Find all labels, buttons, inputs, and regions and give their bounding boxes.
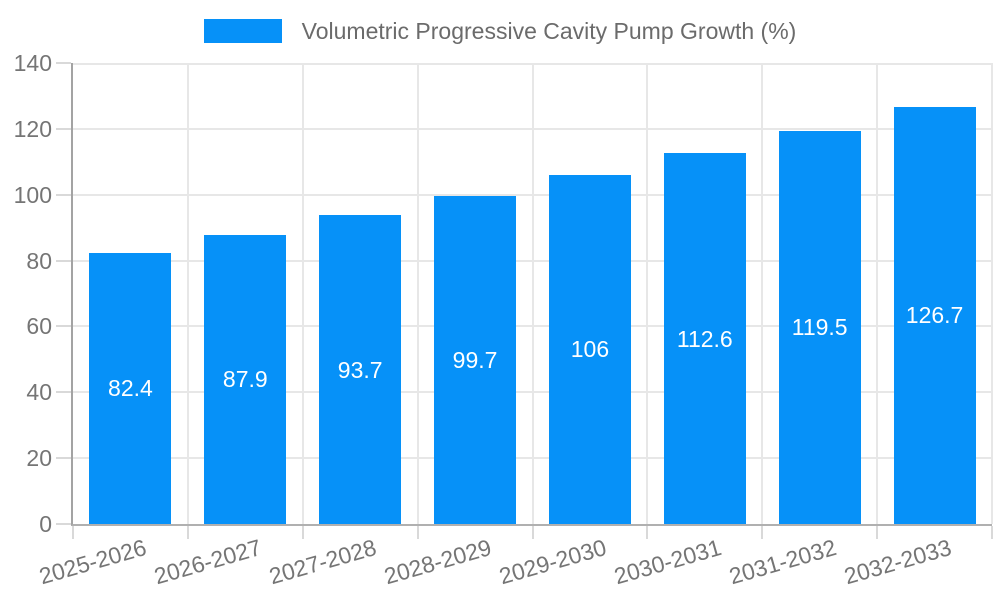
bar[interactable] [434,195,517,524]
y-axis-tick-label: 20 [26,445,52,472]
x-gridline [416,63,419,524]
y-axis-tick-label: 0 [39,511,52,537]
bar[interactable] [89,252,172,524]
y-axis-tick-mark [56,325,71,328]
x-axis-tick-label: 2025-2026 [36,534,150,590]
bar-value-label: 99.7 [452,346,498,373]
y-axis-tick-label: 80 [26,247,52,274]
bar-value-label: 112.6 [676,325,733,352]
bar[interactable] [204,234,287,524]
x-axis-tick-mark [646,526,649,539]
x-axis-tick-label: 2027-2028 [266,534,380,590]
x-gridline [876,63,879,524]
y-axis-tick-label: 120 [13,115,52,142]
bar[interactable] [893,106,976,524]
legend-label[interactable]: Volumetric Progressive Cavity Pump Growt… [301,17,797,44]
y-axis-tick-label: 40 [26,379,52,406]
x-gridline [186,63,189,524]
legend-swatch[interactable] [203,19,282,43]
y-axis-tick-mark [56,127,71,130]
x-axis-tick-label: 2032-2033 [840,534,954,590]
x-gridline [761,63,764,524]
x-axis-tick-label: 2031-2032 [725,534,839,590]
y-axis-tick-mark [56,62,71,64]
x-axis-tick-mark [186,526,189,539]
x-axis-tick-mark [72,526,74,539]
x-axis-tick-mark [991,526,993,539]
bar[interactable] [319,215,402,524]
x-axis-tick-label: 2029-2030 [496,534,610,590]
bar-value-label: 126.7 [905,302,964,329]
x-axis-tick-mark [876,526,879,539]
y-axis-tick-mark [56,193,71,196]
x-gridline [991,63,993,524]
bar[interactable] [663,153,746,524]
bar[interactable] [778,130,861,524]
y-axis-tick-mark [56,391,71,394]
y-axis-tick-mark [56,457,71,460]
x-axis-tick-mark [416,526,419,539]
bar-value-label: 106 [570,336,610,363]
bar-value-label: 82.4 [108,375,153,402]
x-axis-tick-mark [301,526,304,539]
y-axis-tick-mark [56,259,71,262]
y-axis-tick-mark [56,523,71,525]
x-gridline [531,63,534,524]
y-axis-tick-label: 100 [13,181,52,208]
plot-area: 82.4 87.9 93.7 99.7 106 112.6 119.5 126.7 [71,63,993,526]
y-axis-tick-label: 140 [13,50,52,76]
x-axis-tick-label: 2028-2029 [381,534,495,590]
x-axis-tick-label: 2026-2027 [151,534,265,590]
bar[interactable] [548,174,631,524]
y-axis-tick-label: 60 [26,313,52,340]
legend: Volumetric Progressive Cavity Pump Growt… [0,16,1000,46]
bar-value-label: 119.5 [791,314,848,341]
x-axis-tick-label: 2030-2031 [611,534,724,590]
x-gridline [646,63,649,524]
x-axis-tick-mark [761,526,764,539]
bar-value-label: 93.7 [337,356,383,383]
bar-value-label: 87.9 [222,366,268,393]
x-gridline [301,63,304,524]
x-axis-tick-mark [531,526,534,539]
